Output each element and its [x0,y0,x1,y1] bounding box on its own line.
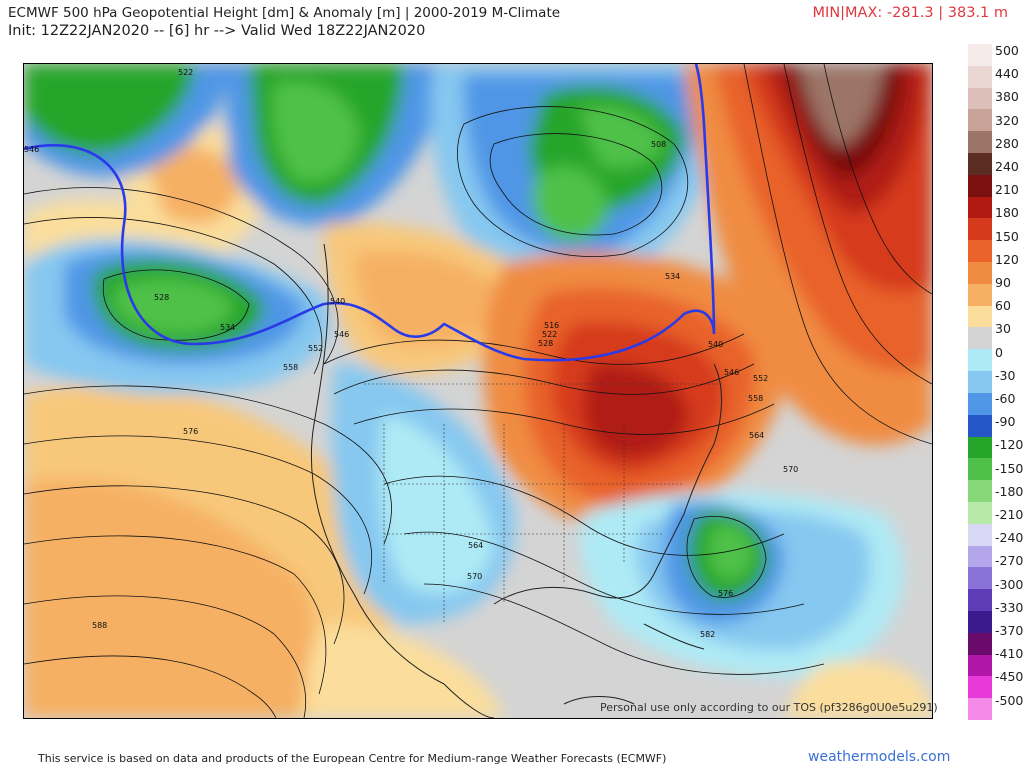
anomaly-fill-layer [24,64,932,718]
colorbar-swatch [968,523,992,547]
colorbar-swatch [968,654,992,677]
contour-label: 528 [154,293,169,302]
contour-label: 540 [708,340,723,349]
colorbar-tick-label: 180 [995,205,1019,221]
colorbar-swatch [968,65,992,89]
colorbar-swatch [968,610,992,634]
colorbar-swatch [968,458,992,481]
contour-label: 508 [651,140,666,149]
colorbar-tick-label: -450 [995,669,1024,685]
540dm-contour-line [24,64,716,362]
colorbar-swatch [968,480,992,503]
contour-label: 516 [544,321,559,330]
colorbar-swatch [968,131,992,154]
colorbar-tick-label: 320 [995,112,1019,128]
colorbar-tick-label: 120 [995,251,1019,267]
contour-label: 564 [468,541,483,550]
colorbar-tick-label: -180 [995,483,1024,499]
height-contours [24,64,932,718]
contour-label: 534 [665,272,680,281]
contour-label: 540 [330,297,345,306]
contour-label: 528 [538,339,553,348]
contour-label: 558 [283,363,298,372]
colorbar-swatch [968,676,992,699]
colorbar-swatch [968,109,992,132]
colorbar-swatch [968,240,992,263]
colorbar-tick-label: -30 [995,367,1016,383]
colorbar-tick-label: -500 [995,692,1024,708]
contour-label: 582 [700,630,715,639]
brand-link[interactable]: weathermodels.com [808,749,951,765]
colorbar-swatch [968,632,992,656]
colorbar-tick-label: 150 [995,228,1019,244]
colorbar-tick-label: 240 [995,159,1019,174]
contour-label: 570 [467,572,482,581]
colorbar-swatch [968,305,992,328]
colorbar-swatch [968,174,992,198]
contour-label: 576 [183,427,198,436]
ecmwf-credit: This service is based on data and produc… [38,752,667,765]
colorbar-swatch [968,44,992,67]
colorbar-swatch [968,371,992,394]
anomaly-colorbar [968,44,992,721]
contour-label: 558 [748,394,763,403]
init-valid-time: Init: 12Z22JAN2020 -- [6] hr --> Valid W… [8,23,426,39]
coastlines [310,243,722,718]
colorbar-swatch [968,436,992,459]
colorbar-swatch [968,349,992,372]
colorbar-tick-label: -60 [995,391,1016,406]
contour-label: 546 [24,145,39,154]
contour-label: 588 [92,621,107,630]
colorbar-swatch [968,262,992,285]
min-max-readout: MIN|MAX: -281.3 | 383.1 m [812,5,1008,21]
colorbar-swatch [968,218,992,241]
contour-label: 576 [718,589,733,598]
colorbar-swatch [968,392,992,416]
colorbar-tick-label: -410 [995,646,1024,662]
map-panel: 522 546 528 534 552 540 546 558 576 508 … [23,63,933,719]
colorbar-tick-label: 280 [995,135,1019,151]
colorbar-tick-label: 0 [995,344,1003,360]
colorbar-swatch [968,153,992,176]
colorbar-tick-label: -370 [995,623,1024,638]
colorbar-tick-label: 90 [995,275,1011,290]
contour-label: 564 [749,431,764,440]
contour-label: 522 [178,68,193,77]
colorbar-swatch [968,87,992,110]
colorbar-swatch [968,327,992,350]
colorbar-tick-label: -150 [995,460,1024,476]
colorbar-swatch [968,545,992,568]
contour-label: 534 [220,323,235,332]
colorbar-tick-label: -330 [995,599,1024,615]
contour-label: 546 [334,330,349,339]
contour-label: 552 [753,374,768,383]
colorbar-tick-label: 500 [995,43,1019,58]
contour-label: 546 [724,368,739,377]
colorbar-tick-label: -270 [995,553,1024,569]
colorbar-swatch [968,589,992,612]
colorbar-swatch [968,501,992,525]
chart-title: ECMWF 500 hPa Geopotential Height [dm] &… [8,5,561,21]
colorbar-tick-label: 60 [995,298,1011,314]
tos-watermark: Personal use only according to our TOS (… [600,701,938,714]
colorbar-tick-label: -120 [995,437,1024,453]
colorbar-tick-label: 440 [995,66,1019,82]
colorbar-swatch [968,283,992,307]
colorbar-swatch [968,414,992,437]
colorbar-swatch [968,698,992,721]
colorbar-tick-label: 30 [995,321,1011,337]
colorbar-swatch [968,567,992,590]
anomaly-map: 522 546 528 534 552 540 546 558 576 508 … [24,64,932,718]
colorbar-tick-label: 210 [995,182,1019,198]
colorbar-tick-label: -240 [995,530,1024,546]
contour-label: 552 [308,344,323,353]
colorbar-tick-label: 380 [995,89,1019,105]
contour-label: 522 [542,330,557,339]
colorbar-swatch [968,196,992,219]
colorbar-tick-label: -210 [995,507,1024,522]
colorbar-tick-label: -90 [995,414,1016,430]
colorbar-tick-label: -300 [995,576,1024,592]
contour-label: 570 [783,465,798,474]
political-borders [364,383,724,624]
